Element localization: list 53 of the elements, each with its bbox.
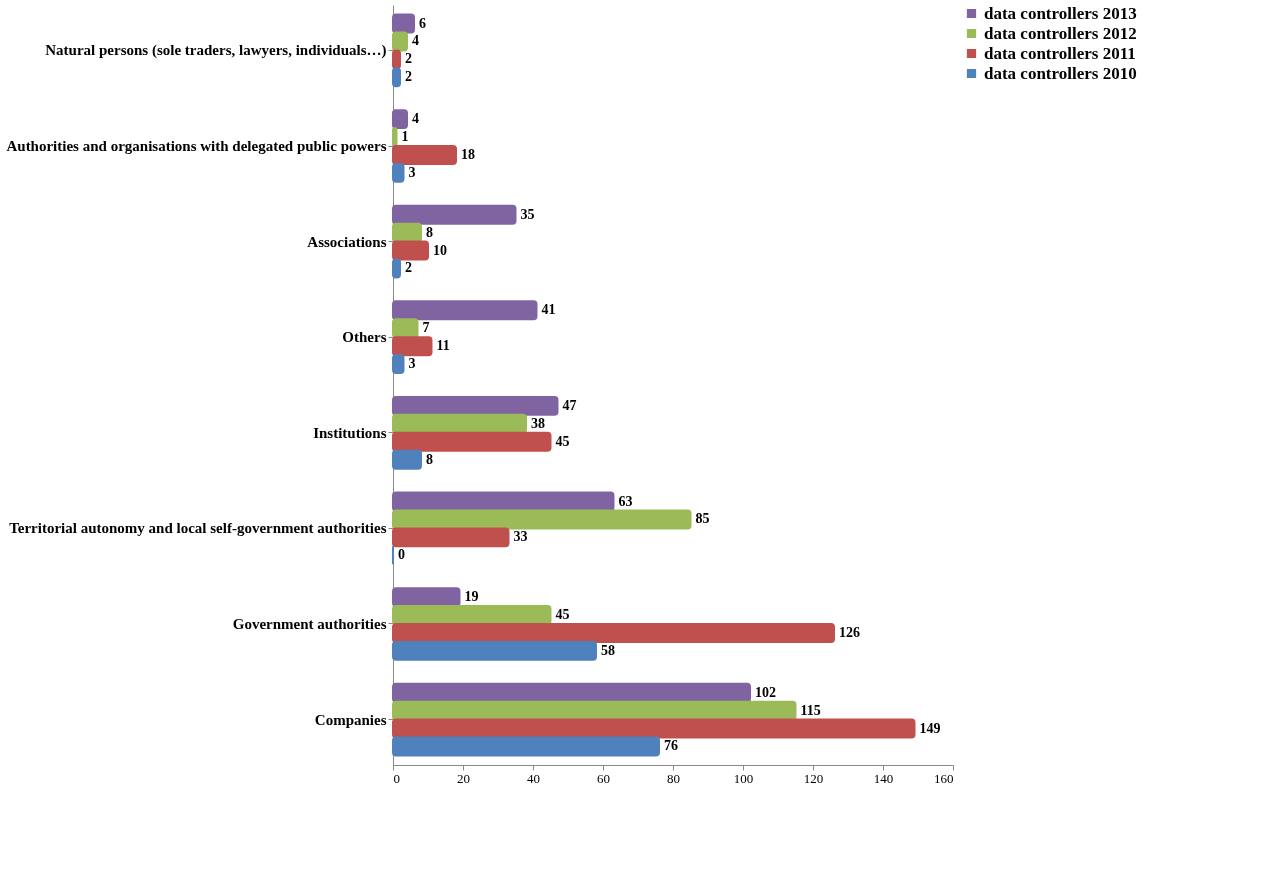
data-label: 41 <box>541 302 556 318</box>
data-label: 63 <box>618 493 633 509</box>
data-label: 115 <box>800 702 821 718</box>
y-tick-label: Natural persons (sole traders, lawyers, individuals…) <box>45 42 387 60</box>
x-tick-label: 60 <box>597 770 610 786</box>
data-label: 102 <box>755 684 776 700</box>
y-tick-label: Authorities and organisations with delegated public powers <box>6 138 387 155</box>
legend-label: data controllers 2013 <box>984 3 1137 23</box>
data-label: 38 <box>531 415 545 431</box>
data-label: 58 <box>601 642 615 658</box>
data-label: 0 <box>398 547 405 563</box>
x-tick-label: 20 <box>457 770 470 786</box>
data-label: 85 <box>695 511 710 527</box>
x-tick-label: 0 <box>393 770 400 786</box>
data-label: 76 <box>664 738 678 754</box>
x-tick-label: 100 <box>733 770 754 786</box>
data-label: 33 <box>513 529 528 545</box>
x-tick-label: 160 <box>934 770 954 786</box>
data-label: 8 <box>426 224 433 240</box>
x-tick-label: 120 <box>803 770 824 786</box>
y-tick-label: Institutions <box>313 424 387 441</box>
data-label: 2 <box>405 260 412 276</box>
data-label: 19 <box>464 589 479 605</box>
y-tick-label: Government authorities <box>232 615 387 632</box>
data-label: 10 <box>433 242 447 258</box>
legend-label: data controllers 2012 <box>984 23 1137 43</box>
legend-label: data controllers 2011 <box>984 43 1136 63</box>
y-tick-label: Territorial autonomy and local self-government authorities <box>9 520 387 537</box>
data-label: 3 <box>408 164 416 180</box>
data-label: 35 <box>520 206 535 222</box>
data-label: 47 <box>562 397 577 413</box>
data-label: 6 <box>419 15 426 31</box>
y-tick-label: Others <box>342 329 387 346</box>
data-label: 3 <box>408 356 416 372</box>
data-label: 2 <box>405 51 412 67</box>
data-label: 45 <box>555 607 570 623</box>
data-label: 11 <box>436 338 450 354</box>
data-label: 7 <box>422 320 430 336</box>
data-label: 4 <box>412 111 419 127</box>
y-tick-label: Associations <box>307 233 387 250</box>
data-label: 126 <box>839 624 860 640</box>
data-label: 1 <box>401 129 409 145</box>
x-tick-label: 140 <box>873 770 894 786</box>
x-tick-label: 40 <box>527 770 540 786</box>
data-label: 2 <box>405 69 412 85</box>
data-label: 149 <box>919 720 941 736</box>
data-label: 45 <box>555 433 570 449</box>
y-tick-label: Companies <box>314 711 387 728</box>
data-label: 18 <box>461 146 475 162</box>
data-label: 8 <box>426 451 433 467</box>
data-label: 4 <box>412 33 419 49</box>
legend-label: data controllers 2010 <box>984 63 1137 83</box>
x-tick-label: 80 <box>667 770 680 786</box>
